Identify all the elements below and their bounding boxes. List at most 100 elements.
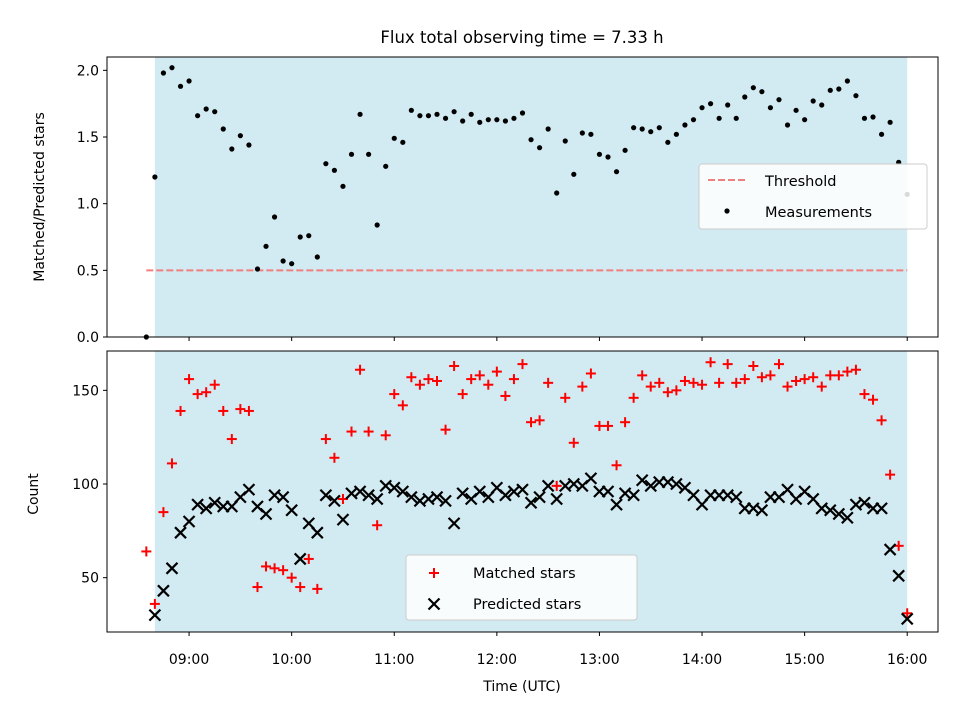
top-y-axis-label: Matched/Predicted stars: [32, 112, 48, 282]
cross-b: [182, 515, 196, 528]
cross-b: [558, 479, 572, 493]
matched-star-point: [380, 430, 391, 441]
predicted-stars-points: [148, 472, 914, 626]
cross-b: [729, 490, 743, 504]
measurement-point: [733, 115, 739, 121]
cross-b: [635, 473, 649, 487]
bottom-x-tick-label: 14:00: [682, 652, 722, 668]
cross-b: [601, 485, 615, 498]
cross-b: [387, 481, 401, 495]
cross-b: [841, 511, 854, 525]
matched-star-point: [799, 374, 810, 385]
predicted-star-point: [635, 473, 649, 487]
measurement-point: [152, 174, 158, 180]
measurement-point: [836, 86, 842, 92]
measurement-point: [682, 122, 688, 128]
measurement-point: [468, 111, 474, 117]
bottom-x-tick-label: 09:00: [169, 652, 209, 668]
cross-b: [644, 479, 658, 493]
matched-star-point: [620, 417, 631, 428]
matched-star-point: [406, 372, 417, 383]
predicted-star-point: [362, 488, 375, 502]
predicted-star-point: [670, 477, 683, 491]
predicted-star-point: [439, 494, 452, 508]
cross-b: [755, 503, 769, 517]
matched-star-point: [218, 405, 229, 416]
predicted-star-point: [755, 503, 769, 517]
measurement-point: [263, 243, 269, 249]
predicted-star-point: [832, 507, 846, 521]
matched-star-point: [346, 426, 357, 437]
measurement-point: [271, 214, 278, 220]
predicted-star-point: [182, 515, 196, 528]
matched-star-point: [602, 420, 613, 431]
measurement-point: [246, 142, 252, 148]
cross-b: [524, 496, 538, 510]
matched-star-point: [184, 374, 195, 385]
matched-star-point: [526, 417, 537, 428]
measurement-point: [391, 135, 397, 141]
measurement-point: [707, 101, 714, 107]
matched-star-point: [432, 375, 443, 386]
top-y-tick-label: 1.0: [77, 197, 99, 213]
predicted-star-point: [353, 485, 367, 498]
top-plot-frame: [106, 56, 939, 338]
cross-b: [473, 485, 487, 498]
measurement-point: [280, 258, 286, 264]
measurement-point: [631, 125, 637, 131]
matched-star-point: [756, 372, 767, 383]
matched-star-point: [773, 359, 784, 370]
cross-b: [798, 485, 811, 498]
predicted-star-point: [165, 562, 179, 575]
measurement-point: [810, 98, 816, 104]
matched-star-point: [226, 434, 237, 445]
matched-star-point: [543, 377, 554, 388]
predicted-star-point: [208, 496, 222, 510]
figure-title: Flux total observing time = 7.33 h: [380, 28, 663, 47]
predicted-star-point: [405, 490, 418, 504]
top-panel: 0.00.51.01.52.0 Matched/Predicted stars …: [32, 56, 939, 346]
matched-star-point: [714, 377, 725, 388]
measurement-point: [169, 65, 175, 71]
cross-b: [422, 492, 435, 506]
measurement-point: [417, 113, 423, 119]
predicted-star-point: [242, 483, 256, 496]
measurement-point: [656, 125, 662, 131]
matched-star-point: [868, 394, 879, 405]
matched-star-point: [372, 520, 383, 531]
measurement-point: [366, 151, 372, 157]
cross-b: [883, 543, 897, 556]
predicted-star-point: [157, 584, 170, 598]
measurement-point: [442, 115, 449, 121]
matched-star-point: [876, 415, 887, 426]
measurement-point: [408, 107, 414, 113]
matched-star-point: [286, 572, 297, 583]
measurement-point: [220, 126, 226, 132]
measurement-point: [451, 109, 457, 115]
measurement-point: [306, 233, 312, 239]
matched-star-point: [303, 553, 314, 564]
predicted-star-point: [533, 490, 546, 504]
cross-b: [208, 496, 222, 510]
predicted-star-point: [601, 485, 615, 498]
predicted-star-point: [174, 526, 187, 539]
matched-star-point: [782, 381, 793, 392]
measurement-point: [519, 110, 526, 116]
cross-b: [242, 483, 256, 496]
bottom-x-axis: 09:00 10:00 11:00 12:00 13:00 14:00 15:00 16:00: [169, 632, 927, 668]
predicted-star-point: [644, 479, 658, 493]
cross-b: [345, 487, 358, 500]
measurement-point: [323, 161, 329, 167]
matched-star-point: [278, 565, 289, 576]
matched-star-point: [457, 389, 468, 400]
predicted-star-point: [610, 498, 623, 511]
measurement-point: [742, 94, 748, 100]
cross-b: [174, 526, 187, 539]
predicted-star-point: [627, 488, 640, 502]
measurement-point: [725, 102, 731, 108]
predicted-star-point: [191, 498, 204, 511]
bottom-y-tick-label: 50: [81, 571, 99, 587]
cross-b: [276, 490, 290, 504]
bottom-y-axis: 50 100 150: [72, 383, 107, 587]
